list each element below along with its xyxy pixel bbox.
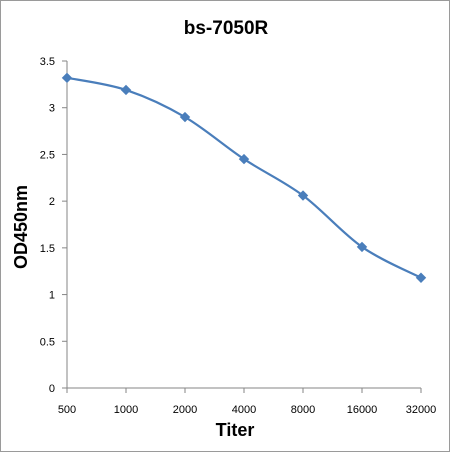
y-tick-label: 2	[49, 196, 55, 208]
y-tick-label: 0	[49, 383, 55, 395]
x-tick-label: 1000	[114, 404, 138, 416]
data-point-1000	[120, 84, 132, 96]
data-point-2000	[179, 111, 191, 123]
y-tick-label: 1	[49, 290, 55, 302]
data-point-16000	[356, 241, 368, 253]
x-tick-group: 500 1000 2000 4000 8000 16000 32000	[58, 388, 436, 416]
x-axis-label: Titer	[216, 420, 255, 440]
y-tick-label: 3	[49, 103, 55, 115]
x-tick-label: 16000	[347, 404, 378, 416]
y-axis-label: OD450nm	[11, 185, 31, 269]
x-tick-label: 32000	[406, 404, 437, 416]
y-tick-label: 0.5	[40, 336, 55, 348]
data-point-500	[61, 72, 73, 84]
series-group	[61, 72, 427, 283]
y-tick-label: 1.5	[40, 243, 55, 255]
data-point-8000	[297, 190, 309, 201]
series-line	[66, 76, 422, 279]
x-tick-label: 500	[58, 404, 76, 416]
x-tick-label: 2000	[173, 404, 197, 416]
chart-title: bs-7050R	[184, 18, 269, 39]
data-point-4000	[238, 153, 250, 165]
x-tick-label: 4000	[232, 404, 256, 416]
x-tick-label: 8000	[291, 404, 315, 416]
y-tick-label: 3.5	[40, 56, 55, 68]
y-tick-label: 2.5	[40, 149, 55, 161]
data-point-32000	[415, 272, 427, 283]
y-tick-group: 0 0.5 1 1.5 2 2.5 3 3.5	[40, 56, 67, 395]
